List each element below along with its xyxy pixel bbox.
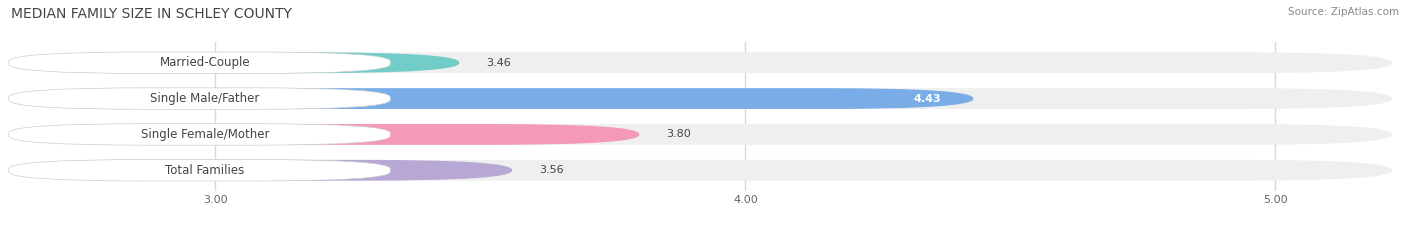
FancyBboxPatch shape	[14, 88, 1392, 109]
Text: 3.56: 3.56	[538, 165, 564, 175]
FancyBboxPatch shape	[14, 124, 1392, 145]
Text: Married-Couple: Married-Couple	[159, 56, 250, 69]
FancyBboxPatch shape	[8, 88, 391, 109]
Text: Source: ZipAtlas.com: Source: ZipAtlas.com	[1288, 7, 1399, 17]
FancyBboxPatch shape	[14, 124, 640, 145]
Text: 4.43: 4.43	[914, 94, 942, 104]
Text: 3.80: 3.80	[666, 129, 690, 139]
Text: MEDIAN FAMILY SIZE IN SCHLEY COUNTY: MEDIAN FAMILY SIZE IN SCHLEY COUNTY	[11, 7, 292, 21]
FancyBboxPatch shape	[8, 160, 391, 181]
FancyBboxPatch shape	[14, 52, 460, 73]
FancyBboxPatch shape	[14, 160, 512, 181]
FancyBboxPatch shape	[14, 88, 973, 109]
FancyBboxPatch shape	[14, 160, 1392, 181]
Text: Single Male/Father: Single Male/Father	[150, 92, 260, 105]
FancyBboxPatch shape	[14, 52, 1392, 73]
Text: 3.46: 3.46	[485, 58, 510, 68]
Text: Single Female/Mother: Single Female/Mother	[141, 128, 269, 141]
Text: Total Families: Total Families	[166, 164, 245, 177]
FancyBboxPatch shape	[8, 52, 391, 73]
FancyBboxPatch shape	[8, 124, 391, 145]
